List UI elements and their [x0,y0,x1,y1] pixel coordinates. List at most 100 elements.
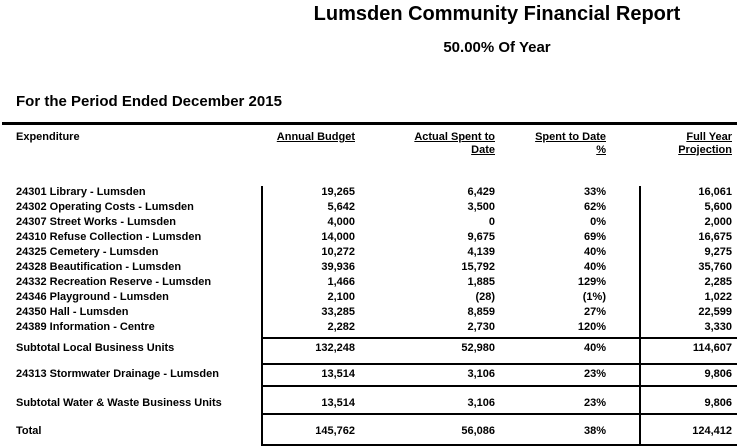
expenditure-label: Subtotal Local Business Units [16,342,175,354]
expenditure-label: 24301 Library - Lumsden [16,186,146,198]
annual-budget-value: 2,100 [327,291,355,303]
table-row: 24350 Hall - Lumsden 33,285 8,859 27% 22… [0,305,737,320]
table-row: 24328 Beautification - Lumsden 39,936 15… [0,260,737,275]
report-subtitle: 50.00% Of Year [443,39,551,56]
subtotal-local-row: Subtotal Local Business Units 132,248 52… [0,341,737,356]
actual-spent-value: 9,675 [467,231,495,243]
annual-budget-value: 132,248 [315,342,355,354]
subtotal-water-waste-row: Subtotal Water & Waste Business Units 13… [0,396,737,411]
spent-pct-value: 120% [577,321,606,333]
expenditure-label: 24307 Street Works - Lumsden [16,216,176,228]
expenditure-label: 24313 Stormwater Drainage - Lumsden [16,368,219,380]
expenditure-label: 24302 Operating Costs - Lumsden [16,201,194,213]
period-heading: For the Period Ended December 2015 [16,93,282,110]
spent-pct-value: (1%) [582,291,606,303]
spent-pct-value: 38% [583,425,606,437]
table-divider-vertical-left [261,186,263,446]
table-row: 24389 Information - Centre 2,282 2,730 1… [0,320,737,335]
full-year-projection-value: 9,806 [704,368,732,380]
summary-rule [261,337,737,339]
actual-spent-value: 8,859 [467,306,495,318]
expenditure-label: 24389 Information - Centre [16,321,155,333]
full-year-projection-value: 114,607 [692,342,732,354]
expenditure-label: Subtotal Water & Waste Business Units [16,397,222,409]
actual-spent-column-header-line1: Actual Spent to [414,131,495,143]
actual-spent-value: 15,792 [461,261,495,273]
spent-pct-column-header-line2: % [596,144,606,156]
annual-budget-value: 145,762 [315,425,355,437]
table-row: 24302 Operating Costs - Lumsden 5,642 3,… [0,200,737,215]
spent-pct-value: 23% [583,368,606,380]
actual-spent-value: 0 [488,216,495,228]
actual-spent-value: 4,139 [467,246,495,258]
spent-pct-value: 23% [583,397,606,409]
full-year-projection-value: 5,600 [704,201,732,213]
full-year-projection-value: 124,412 [692,425,732,437]
annual-budget-value: 33,285 [321,306,355,318]
annual-budget-value: 2,282 [327,321,355,333]
table-row: 24325 Cemetery - Lumsden 10,272 4,139 40… [0,245,737,260]
expenditure-label: 24350 Hall - Lumsden [16,306,129,318]
annual-budget-column-header: Annual Budget [276,131,355,143]
table-divider-vertical-right [639,186,641,446]
summary-rule [261,385,737,387]
actual-spent-value: 6,429 [467,186,495,198]
report-title: Lumsden Community Financial Report [313,3,681,25]
full-year-projection-value: 35,760 [698,261,732,273]
spent-pct-value: 62% [583,201,606,213]
expenditure-label: 24328 Beautification - Lumsden [16,261,182,273]
expenditure-label: 24325 Cemetery - Lumsden [16,246,159,258]
table-row: 24332 Recreation Reserve - Lumsden 1,466… [0,275,737,290]
annual-budget-value: 13,514 [321,397,355,409]
expenditure-label: 24346 Playground - Lumsden [16,291,169,303]
spent-pct-column-header-line1: Spent to Date [535,131,606,143]
table-top-rule [2,122,737,125]
spent-pct-value: 33% [583,186,606,198]
summary-rule [261,363,737,365]
spent-pct-value: 129% [577,276,606,288]
expenditure-label: 24310 Refuse Collection - Lumsden [16,231,202,243]
annual-budget-value: 1,466 [327,276,355,288]
full-year-projection-value: 22,599 [698,306,732,318]
full-year-column-header-line1: Full Year [686,131,732,143]
table-row: 24307 Street Works - Lumsden 4,000 0 0% … [0,215,737,230]
actual-spent-column-header-line2: Date [471,144,495,156]
actual-spent-value: 2,730 [467,321,495,333]
stormwater-row: 24313 Stormwater Drainage - Lumsden 13,5… [0,367,737,382]
annual-budget-value: 10,272 [321,246,355,258]
expenditure-label: Total [16,425,42,437]
full-year-projection-value: 16,675 [698,231,732,243]
actual-spent-value: 1,885 [467,276,495,288]
table-row: 24301 Library - Lumsden 19,265 6,429 33%… [0,185,737,200]
full-year-projection-value: 1,022 [704,291,732,303]
full-year-projection-value: 9,806 [704,397,732,409]
expenditure-label: 24332 Recreation Reserve - Lumsden [16,276,212,288]
actual-spent-value: 3,106 [467,368,495,380]
spent-pct-value: 40% [583,342,606,354]
spent-pct-value: 40% [583,246,606,258]
actual-spent-value: 3,106 [467,397,495,409]
table-bottom-rule [261,444,737,446]
full-year-projection-value: 2,285 [704,276,732,288]
annual-budget-value: 39,936 [321,261,355,273]
annual-budget-value: 5,642 [327,201,355,213]
table-row: 24346 Playground - Lumsden 2,100 (28) (1… [0,290,737,305]
annual-budget-value: 19,265 [321,186,355,198]
actual-spent-value: 3,500 [467,201,495,213]
expenditure-column-header: Expenditure [16,131,80,143]
annual-budget-value: 4,000 [327,216,355,228]
actual-spent-value: 56,086 [461,425,495,437]
total-row: Total 145,762 56,086 38% 124,412 [0,424,737,439]
table-row: 24310 Refuse Collection - Lumsden 14,000… [0,230,737,245]
spent-pct-value: 0% [590,216,606,228]
summary-rule [261,413,737,415]
full-year-projection-value: 2,000 [704,216,732,228]
annual-budget-value: 14,000 [321,231,355,243]
spent-pct-value: 40% [583,261,606,273]
annual-budget-value: 13,514 [321,368,355,380]
spent-pct-value: 27% [583,306,606,318]
full-year-projection-value: 16,061 [698,186,732,198]
spent-pct-value: 69% [583,231,606,243]
full-year-projection-value: 3,330 [704,321,732,333]
